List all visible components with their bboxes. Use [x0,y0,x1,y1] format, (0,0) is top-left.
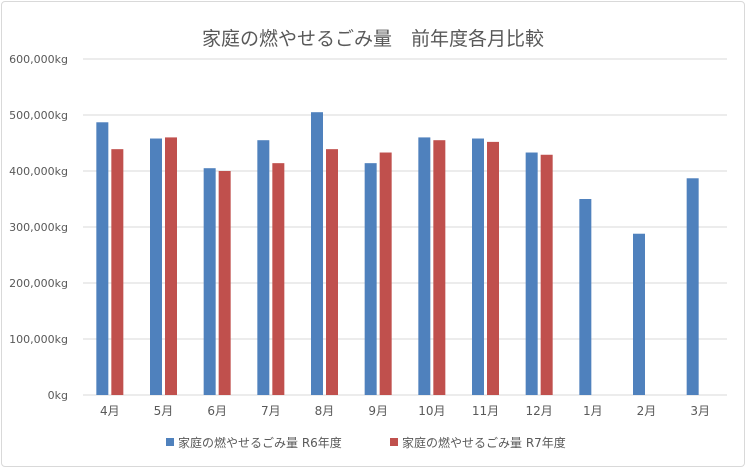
legend-swatch [166,438,174,446]
chart-title: 家庭の燃やせるごみ量 前年度各月比較 [202,28,544,50]
bar-r7 [487,141,499,395]
bar-r7 [326,149,338,395]
y-tick-label: 600,000kg [9,53,68,66]
bar-r7 [540,154,553,395]
y-tick-label: 400,000kg [9,165,68,178]
bar-r6 [472,138,484,395]
y-tick-label: 0kg [48,389,68,402]
x-tick-label: 5月 [154,404,174,418]
bar-r6 [525,152,538,395]
bar-r6 [311,112,323,395]
bar-r6 [150,138,162,395]
x-tick-label: 1月 [583,404,603,418]
bar-r6 [364,163,377,395]
x-tick-label: 12月 [526,404,553,418]
x-tick-label: 8月 [315,404,335,418]
bar-r6 [686,178,699,395]
bar-r6 [418,137,431,395]
x-tick-label: 10月 [418,404,445,418]
x-tick-label: 4月 [100,404,120,418]
bar-r7 [379,152,392,395]
x-tick-label: 2月 [637,404,657,418]
legend-swatch [390,438,398,446]
bar-r6 [633,233,645,395]
bar-r7 [272,163,285,395]
bar-r6 [96,122,109,395]
bar-r7 [165,137,177,395]
y-tick-label: 200,000kg [9,277,68,290]
bar-r6 [579,199,592,395]
x-tick-label: 7月 [261,404,281,418]
y-tick-label: 300,000kg [9,221,68,234]
legend-label: 家庭の燃やせるごみ量 R7年度 [402,435,566,450]
y-tick-label: 500,000kg [9,109,68,122]
bar-r7 [433,140,446,395]
bar-r7 [111,149,124,395]
y-tick-label: 100,000kg [9,333,68,346]
x-tick-label: 9月 [368,404,388,418]
x-tick-label: 11月 [472,404,499,418]
bar-r7 [218,171,231,395]
bar-r6 [257,140,270,395]
legend-label: 家庭の燃やせるごみ量 R6年度 [178,435,342,450]
bar-r6 [203,168,216,395]
x-tick-label: 3月 [690,404,710,418]
x-tick-label: 6月 [207,404,227,418]
